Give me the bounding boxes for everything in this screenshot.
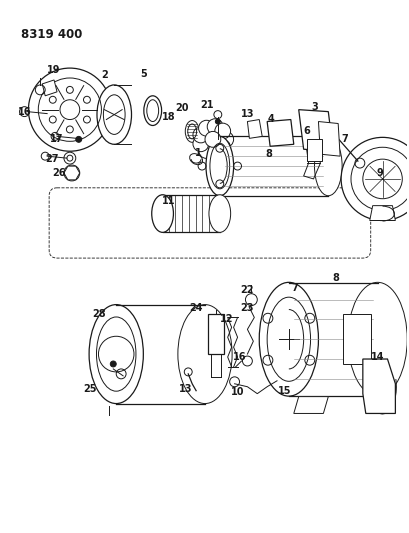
- Text: 14: 14: [370, 352, 384, 362]
- Ellipse shape: [314, 136, 341, 196]
- Text: 26: 26: [52, 168, 65, 178]
- Polygon shape: [207, 314, 223, 354]
- Text: 13: 13: [178, 384, 191, 394]
- Ellipse shape: [185, 120, 199, 142]
- Polygon shape: [293, 397, 328, 414]
- Text: 7: 7: [341, 134, 348, 144]
- Text: 27: 27: [45, 154, 59, 164]
- Ellipse shape: [347, 282, 406, 396]
- Text: 17: 17: [50, 134, 64, 144]
- Text: 16: 16: [232, 352, 246, 362]
- Polygon shape: [267, 119, 293, 146]
- Circle shape: [198, 142, 214, 158]
- Text: 25: 25: [83, 384, 96, 394]
- Circle shape: [215, 119, 220, 124]
- Text: 16: 16: [18, 107, 31, 117]
- Text: 28: 28: [92, 310, 106, 319]
- Circle shape: [207, 144, 222, 160]
- Ellipse shape: [258, 282, 318, 396]
- Text: 19: 19: [47, 65, 61, 75]
- Text: 8: 8: [265, 149, 272, 159]
- Text: 22: 22: [240, 285, 254, 295]
- Circle shape: [217, 132, 233, 147]
- Text: 18: 18: [161, 111, 175, 122]
- Ellipse shape: [205, 136, 233, 196]
- Ellipse shape: [151, 195, 173, 232]
- Circle shape: [214, 123, 230, 139]
- Text: 8319 400: 8319 400: [20, 28, 82, 41]
- Circle shape: [198, 120, 214, 136]
- Text: 6: 6: [303, 126, 309, 136]
- Text: 4: 4: [267, 114, 274, 124]
- Bar: [306, 139, 321, 161]
- Polygon shape: [318, 122, 339, 156]
- Text: 7: 7: [291, 283, 297, 293]
- Polygon shape: [362, 359, 394, 414]
- Text: 11: 11: [162, 196, 175, 206]
- Circle shape: [245, 294, 257, 305]
- Bar: [342, 314, 370, 364]
- Circle shape: [214, 140, 230, 156]
- Text: 15: 15: [277, 386, 291, 395]
- Circle shape: [28, 68, 111, 151]
- Text: 9: 9: [375, 168, 382, 178]
- Polygon shape: [247, 119, 262, 139]
- Text: 5: 5: [140, 69, 147, 79]
- Text: 2: 2: [101, 70, 108, 80]
- Circle shape: [193, 127, 208, 143]
- Polygon shape: [64, 166, 79, 180]
- Text: 10: 10: [230, 386, 244, 397]
- Circle shape: [76, 136, 81, 142]
- Circle shape: [64, 165, 79, 181]
- Ellipse shape: [89, 304, 143, 403]
- Circle shape: [110, 361, 116, 367]
- Text: 8: 8: [332, 273, 339, 283]
- Text: 13: 13: [240, 109, 254, 119]
- Circle shape: [340, 138, 409, 221]
- Polygon shape: [298, 110, 333, 151]
- Text: 20: 20: [175, 103, 189, 112]
- Text: 24: 24: [189, 303, 202, 312]
- Ellipse shape: [144, 96, 161, 125]
- Text: 1: 1: [194, 148, 201, 158]
- Ellipse shape: [178, 304, 231, 403]
- Ellipse shape: [209, 195, 230, 232]
- Ellipse shape: [189, 154, 202, 165]
- Polygon shape: [369, 206, 394, 221]
- Circle shape: [193, 136, 208, 152]
- Text: 21: 21: [200, 100, 213, 110]
- Ellipse shape: [97, 85, 131, 144]
- Text: 12: 12: [219, 314, 233, 325]
- Circle shape: [207, 119, 222, 135]
- Text: 3: 3: [310, 102, 317, 112]
- Text: 23: 23: [240, 303, 254, 312]
- Polygon shape: [42, 80, 57, 96]
- Circle shape: [204, 132, 220, 147]
